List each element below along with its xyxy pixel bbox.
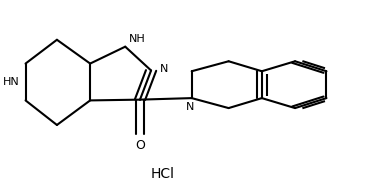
Text: N: N [160,64,169,74]
Text: O: O [135,139,145,152]
Text: N: N [186,102,194,112]
Text: NH: NH [129,34,146,44]
Text: HN: HN [3,77,20,87]
Text: HCl: HCl [150,167,174,181]
